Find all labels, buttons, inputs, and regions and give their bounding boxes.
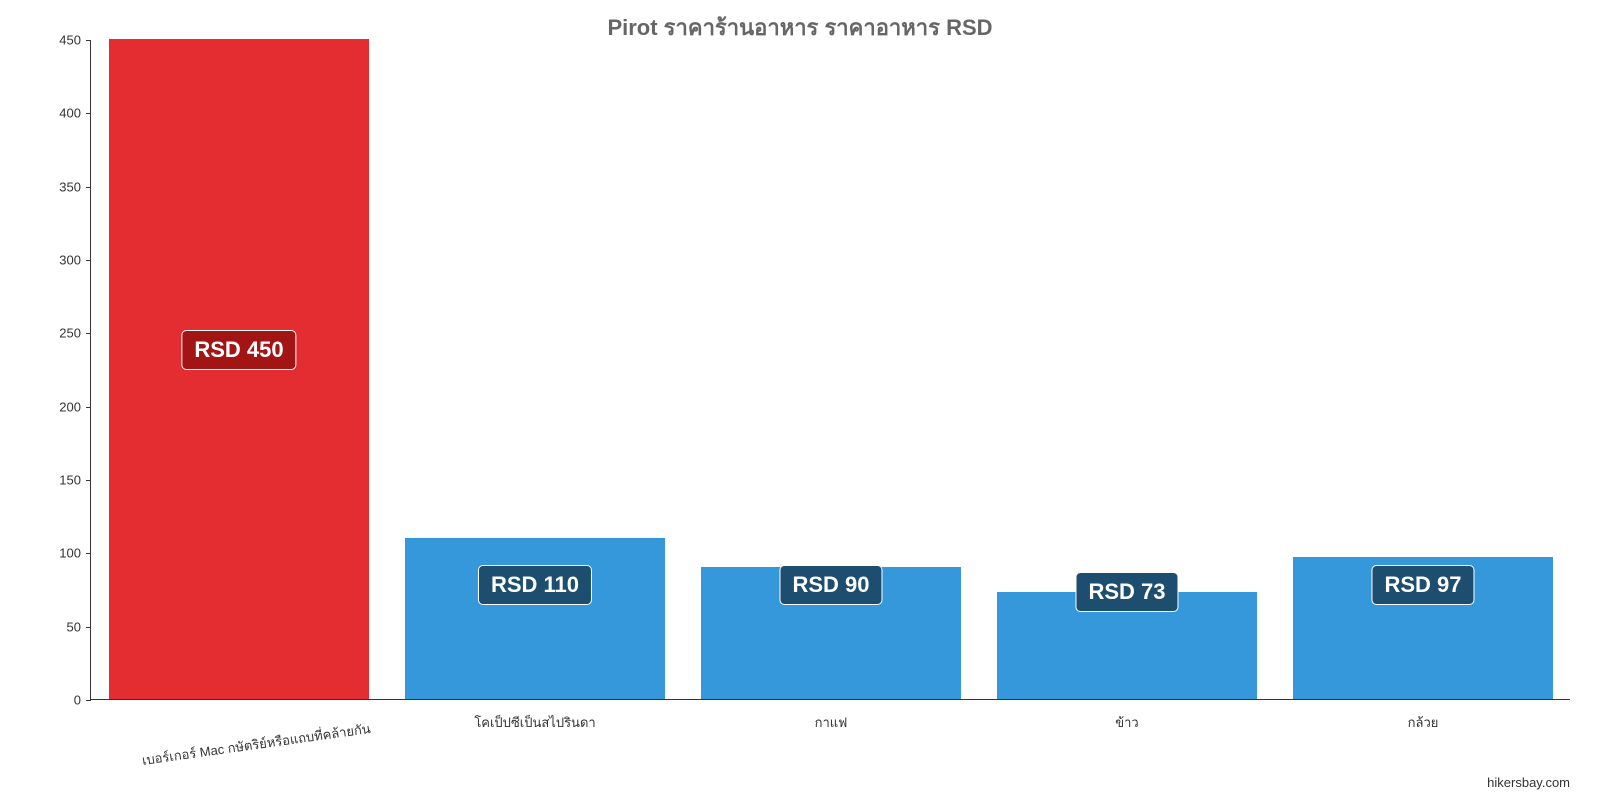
plot-area: 050100150200250300350400450RSD 450เบอร์เ… xyxy=(90,40,1570,700)
y-tick-label: 350 xyxy=(41,179,81,194)
x-tick-label: โคเป็ปซีเป็นสไปรินดา xyxy=(474,712,595,733)
y-tick-mark xyxy=(86,187,91,188)
y-tick-mark xyxy=(86,627,91,628)
y-tick-label: 200 xyxy=(41,399,81,414)
y-tick-label: 450 xyxy=(41,33,81,48)
x-tick-label: ข้าว xyxy=(1115,712,1139,733)
y-tick-mark xyxy=(86,407,91,408)
y-tick-mark xyxy=(86,333,91,334)
x-tick-label: เบอร์เกอร์ Mac กษัตริย์หรือแถบที่คล้ายกั… xyxy=(141,718,372,771)
y-tick-label: 250 xyxy=(41,326,81,341)
y-tick-label: 100 xyxy=(41,546,81,561)
y-tick-label: 400 xyxy=(41,106,81,121)
x-tick-label: กล้วย xyxy=(1408,712,1439,733)
y-tick-mark xyxy=(86,260,91,261)
y-tick-mark xyxy=(86,40,91,41)
bar-value-label: RSD 73 xyxy=(1075,572,1178,612)
x-tick-label: กาแฟ xyxy=(815,712,848,733)
y-tick-label: 50 xyxy=(41,619,81,634)
bar xyxy=(405,538,665,699)
y-tick-mark xyxy=(86,553,91,554)
y-tick-label: 150 xyxy=(41,473,81,488)
bar-value-label: RSD 110 xyxy=(478,565,592,605)
bar-value-label: RSD 450 xyxy=(181,330,296,370)
y-tick-mark xyxy=(86,113,91,114)
source-label: hikersbay.com xyxy=(1487,775,1570,790)
y-tick-label: 0 xyxy=(41,693,81,708)
y-tick-label: 300 xyxy=(41,253,81,268)
bar-value-label: RSD 97 xyxy=(1371,565,1474,605)
y-tick-mark xyxy=(86,480,91,481)
bar-value-label: RSD 90 xyxy=(779,565,882,605)
chart-container: Pirot ราคาร้านอาหาร ราคาอาหาร RSD 050100… xyxy=(0,0,1600,800)
y-tick-mark xyxy=(86,700,91,701)
